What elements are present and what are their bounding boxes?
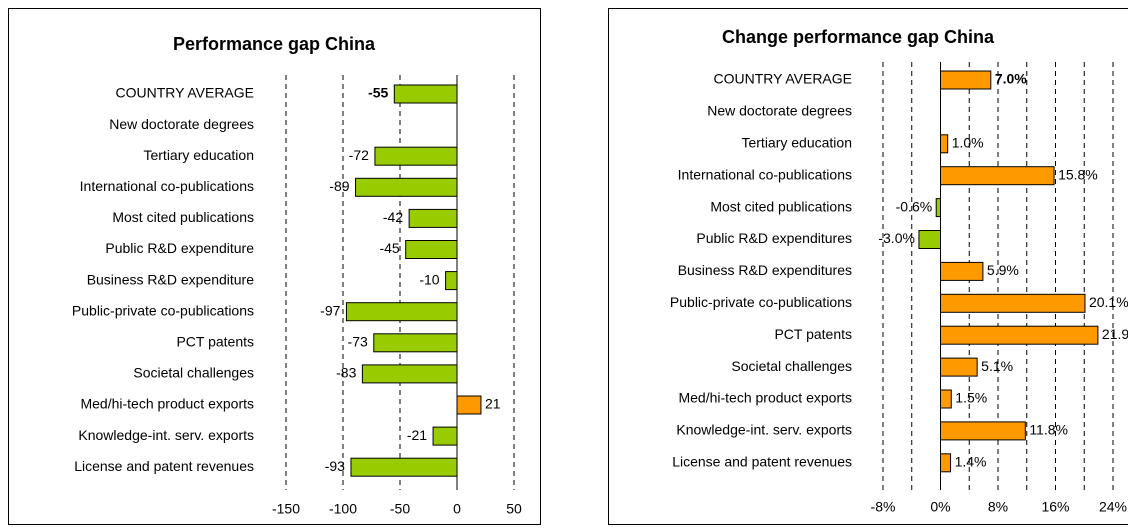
- bar: [432, 426, 458, 446]
- category-label: Societal challenges: [133, 365, 254, 381]
- value-label: 7.0%: [995, 71, 1027, 87]
- category-label: Business R&D expenditure: [87, 271, 255, 287]
- value-label: 20.1%: [1089, 294, 1128, 310]
- category-label: Business R&D expenditures: [678, 262, 852, 278]
- category-label: Tertiary education: [143, 147, 254, 163]
- chart-title: Performance gap China: [173, 34, 376, 54]
- bar: [935, 198, 941, 218]
- category-label: Med/hi-tech product exports: [80, 396, 254, 412]
- bar: [940, 357, 978, 377]
- category-label: International co-publications: [80, 178, 254, 194]
- category-label: International co-publications: [678, 166, 852, 182]
- x-tick-label: 0: [453, 501, 461, 517]
- value-label: -93: [325, 458, 345, 474]
- category-label: COUNTRY AVERAGE: [714, 71, 852, 87]
- bar: [456, 395, 482, 415]
- bar: [918, 230, 941, 249]
- bar: [940, 453, 952, 473]
- category-label: Public-private co-publications: [670, 294, 852, 310]
- value-label: -0.6%: [896, 198, 933, 214]
- value-label: -3.0%: [878, 230, 915, 246]
- category-label: Public R&D expenditure: [105, 240, 254, 256]
- value-label: 21: [485, 396, 501, 412]
- bar: [408, 208, 458, 228]
- bar: [393, 84, 458, 104]
- bar: [940, 166, 1055, 186]
- bar: [940, 421, 1026, 441]
- x-tick-label: -150: [272, 501, 300, 517]
- value-label: -73: [348, 334, 368, 350]
- bar: [940, 70, 992, 90]
- x-tick-label: 0%: [930, 499, 950, 515]
- x-tick-label: 16%: [1041, 499, 1069, 515]
- category-label: New doctorate degrees: [707, 103, 852, 119]
- bar: [405, 240, 458, 259]
- bar: [345, 302, 458, 322]
- category-label: Public R&D expenditures: [696, 230, 852, 246]
- chart-frame: [608, 8, 1128, 525]
- x-tick-label: 8%: [988, 499, 1008, 515]
- x-tick-label: 24%: [1099, 499, 1127, 515]
- category-label: Most cited publications: [112, 209, 254, 225]
- x-tick-label: -100: [329, 501, 357, 517]
- category-label: Public-private co-publications: [72, 302, 254, 318]
- bar: [350, 457, 458, 477]
- value-label: 11.8%: [1029, 422, 1068, 438]
- value-label: -42: [383, 209, 403, 225]
- category-label: License and patent revenues: [74, 458, 254, 474]
- value-label: -55: [368, 85, 388, 101]
- x-tick-label: 50: [506, 501, 522, 517]
- category-label: COUNTRY AVERAGE: [116, 85, 254, 101]
- bar: [355, 177, 458, 197]
- bar: [940, 325, 1099, 345]
- category-label: Med/hi-tech product exports: [678, 390, 852, 406]
- category-label: Most cited publications: [710, 198, 852, 214]
- value-label: 5.1%: [981, 358, 1013, 374]
- bar: [940, 389, 952, 409]
- bar: [373, 333, 458, 353]
- value-label: 1.4%: [955, 454, 987, 470]
- value-label: 21.9%: [1102, 326, 1128, 342]
- value-label: 1.0%: [952, 135, 984, 151]
- value-label: -97: [320, 302, 340, 318]
- value-label: 15.8%: [1058, 166, 1098, 182]
- chart-frame: [8, 8, 541, 525]
- x-tick-label: -8%: [871, 499, 896, 515]
- bar: [374, 146, 458, 166]
- category-label: Tertiary education: [741, 135, 852, 151]
- value-label: 5.9%: [987, 262, 1019, 278]
- bar: [940, 293, 1086, 313]
- value-label: -83: [336, 365, 356, 381]
- bar: [940, 261, 984, 281]
- category-label: PCT patents: [176, 334, 254, 350]
- chart-title: Change performance gap China: [722, 27, 995, 47]
- value-label: 1.5%: [955, 390, 987, 406]
- category-label: Knowledge-int. serv. exports: [676, 422, 852, 438]
- value-label: -45: [379, 240, 399, 256]
- value-label: -21: [407, 427, 427, 443]
- category-label: Societal challenges: [731, 358, 852, 374]
- category-label: New doctorate degrees: [109, 116, 254, 132]
- value-label: -72: [349, 147, 369, 163]
- category-label: PCT patents: [774, 326, 852, 342]
- category-label: Knowledge-int. serv. exports: [78, 427, 254, 443]
- value-label: -10: [419, 271, 439, 287]
- bar: [361, 364, 458, 384]
- value-label: -89: [329, 178, 349, 194]
- category-label: License and patent revenues: [672, 454, 852, 470]
- bar: [940, 134, 949, 154]
- bar: [445, 271, 458, 291]
- x-tick-label: -50: [390, 501, 410, 517]
